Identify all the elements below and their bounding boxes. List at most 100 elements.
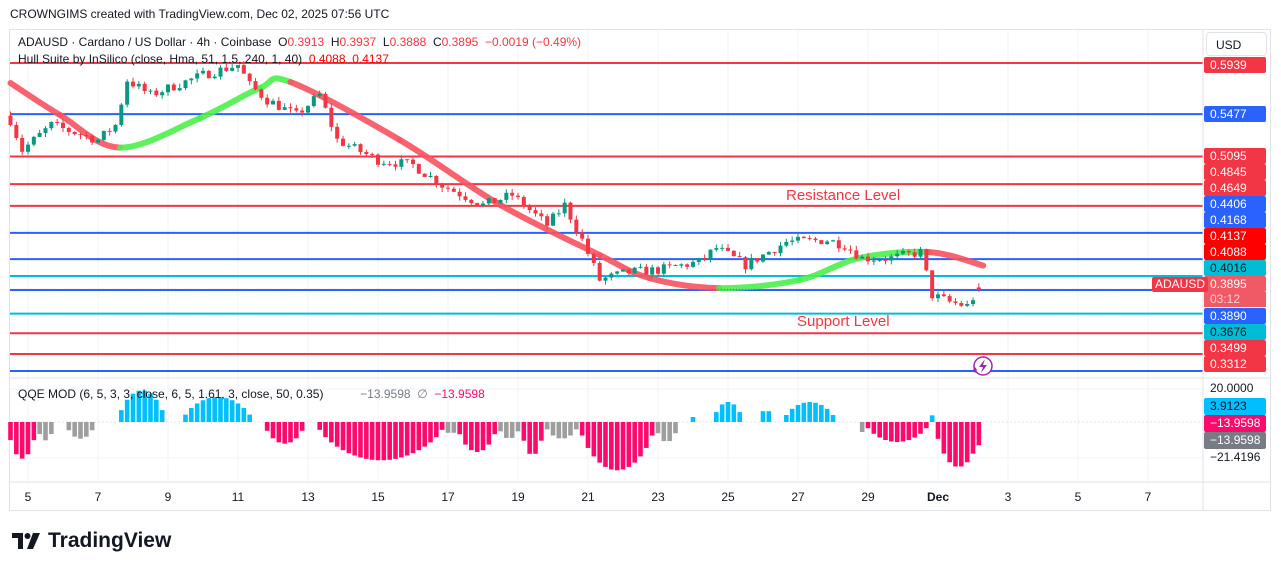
candle-body: [819, 240, 824, 245]
candle-body: [142, 83, 147, 92]
qqe-bar-down: [947, 422, 952, 463]
candle-body: [959, 302, 964, 306]
qqe-bar-down: [270, 422, 276, 439]
low-label: L: [382, 35, 390, 49]
qqe-bar-up: [813, 402, 818, 422]
candle-body: [656, 267, 660, 274]
candle-body: [177, 88, 182, 91]
qqe-bar-down: [329, 422, 334, 443]
qqe-bar-down: [597, 422, 602, 463]
time-tick-label: 17: [441, 490, 455, 504]
low-value: 0.3888: [389, 35, 427, 49]
candle-body: [463, 196, 468, 200]
candle-body: [253, 81, 258, 90]
qqe-bar-up: [189, 407, 194, 422]
candle-body: [731, 250, 736, 257]
hull-legend[interactable]: Hull Suite by InSilico (close, Hma, 51, …: [18, 52, 389, 66]
qqe-bar-down: [644, 422, 649, 448]
price-level-label: 0.4406: [1204, 196, 1266, 212]
candle-body: [492, 198, 497, 203]
qqe-bar-down: [410, 422, 416, 454]
candle-body: [43, 128, 48, 133]
hull-segment-down: [7, 80, 64, 119]
hull-segment-down: [596, 252, 653, 282]
qqe-bar-down: [317, 422, 322, 430]
symbol-legend[interactable]: ADAUSD · Cardano / US Dollar · 4h · Coin…: [18, 35, 581, 49]
qqe-bar-down: [434, 422, 439, 438]
hull-title: Hull Suite by InSilico (close, Hma, 51, …: [18, 52, 303, 66]
candle-body: [8, 115, 13, 126]
lightning-icon[interactable]: [973, 356, 993, 376]
qqe-bar-up: [801, 402, 807, 422]
candle-body: [446, 187, 450, 189]
qqe-bar-down: [603, 422, 608, 467]
qqe-bar-neutral: [667, 422, 672, 442]
qqe-bar-up: [212, 397, 217, 422]
price-level-label: 0.4168: [1204, 212, 1266, 228]
qqe-bar-down: [8, 422, 13, 441]
qqe-bar-down: [614, 422, 620, 471]
qqe-bar-down: [469, 422, 474, 451]
candle-body: [160, 92, 165, 96]
qqe-bar-up: [719, 404, 725, 422]
qqe-legend[interactable]: QQE MOD (6, 5, 3, 3, close, 6, 5, 1.61, …: [18, 387, 485, 401]
candle-body: [603, 277, 608, 281]
qqe-bar-up: [224, 398, 229, 422]
candle-body: [632, 267, 637, 274]
qqe-bar-down: [381, 422, 387, 461]
qqe-bar-down: [941, 422, 947, 454]
tradingview-logo[interactable]: TradingView: [12, 529, 171, 553]
qqe-bar-neutral: [515, 422, 521, 432]
time-tick-label: 15: [371, 490, 385, 504]
high-label: H: [330, 35, 340, 49]
qqe-bar-up: [183, 414, 188, 422]
candle-body: [784, 241, 789, 246]
candle-body: [574, 219, 579, 233]
candle-body: [323, 93, 328, 108]
qqe-value-2: −13.9598: [434, 387, 485, 401]
candle-body: [306, 106, 310, 113]
candle-body: [947, 296, 952, 302]
candle-body: [743, 257, 748, 270]
qqe-bar-down: [976, 422, 982, 446]
candle-body: [813, 238, 818, 241]
candle-body: [556, 213, 561, 215]
candle-body: [475, 203, 480, 206]
resistance-label: Resistance Level: [786, 187, 901, 204]
candle-body: [661, 264, 666, 274]
chart-frame: [9, 29, 1271, 511]
price-level-label: 0.5939: [1204, 57, 1266, 73]
qqe-bar-down: [521, 422, 527, 441]
candle-body: [586, 238, 590, 254]
candle-body: [224, 67, 229, 71]
candle-body: [247, 73, 252, 82]
candle-body: [96, 139, 100, 143]
currency-button[interactable]: USD: [1206, 32, 1267, 56]
qqe-axis-label: −13.9598: [1204, 415, 1266, 432]
qqe-bar-down: [14, 422, 19, 455]
time-tick-label: 3: [1004, 490, 1012, 504]
candle-body: [411, 159, 415, 165]
qqe-axis-label: 3.9123: [1204, 398, 1266, 415]
candle-body: [311, 96, 316, 107]
time-tick-label: Dec: [926, 490, 950, 504]
qqe-bar-down: [428, 422, 433, 443]
qqe-bar-down: [579, 422, 585, 436]
qqe-bar-neutral: [568, 422, 573, 436]
candle-body: [481, 203, 485, 206]
candle-body: [796, 236, 800, 241]
qqe-bar-up: [795, 404, 801, 422]
candle-body: [405, 159, 410, 161]
candle-body: [300, 110, 305, 113]
candle-body: [679, 264, 684, 266]
qqe-bar-neutral: [655, 422, 661, 434]
qqe-bar-down: [865, 422, 871, 429]
candle-body: [399, 159, 404, 167]
qqe-bar-down: [924, 422, 929, 429]
candle-body: [55, 121, 60, 123]
hull-suite-band: [7, 75, 987, 292]
qqe-bar-neutral: [84, 422, 89, 437]
candle-body: [387, 163, 392, 165]
hull-segment-up: [796, 255, 863, 284]
